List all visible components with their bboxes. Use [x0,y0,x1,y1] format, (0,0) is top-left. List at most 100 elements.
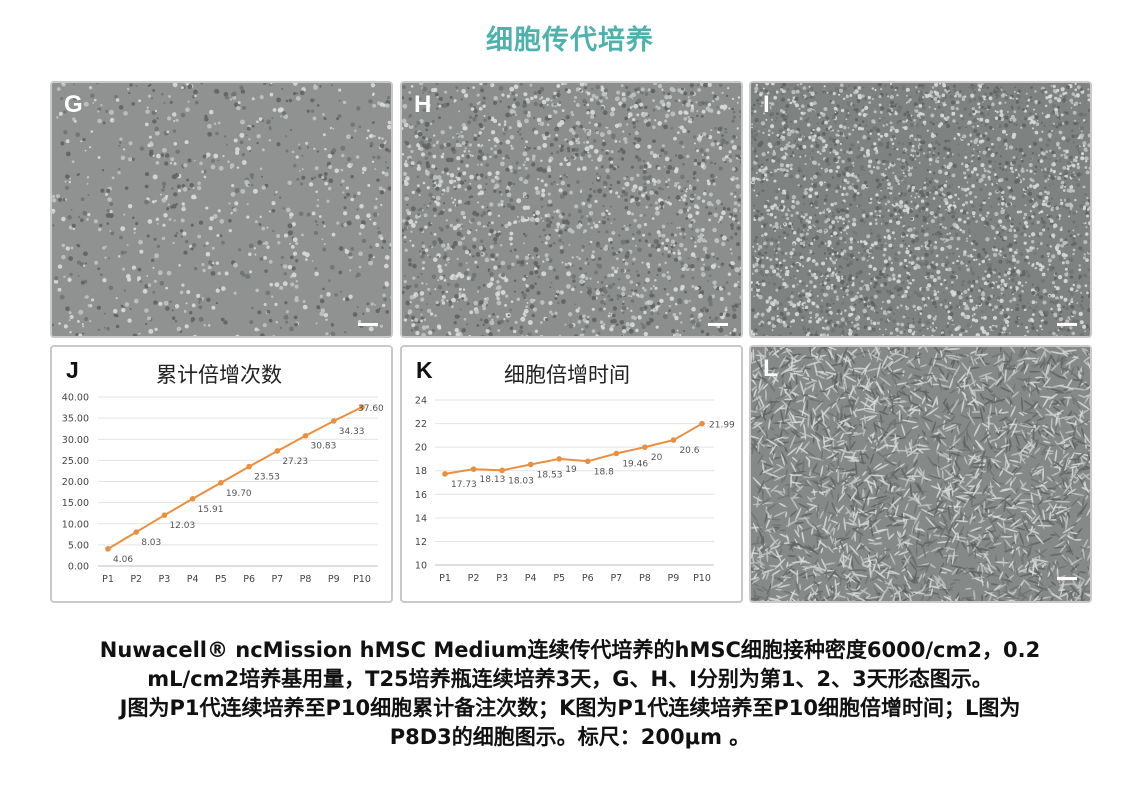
chart-k-ytick-label: 16 [415,490,427,501]
chart-k-data-label: 20 [651,453,663,463]
chart-k-ytick-label: 12 [415,537,427,548]
chart-j-ytick-label: 10.00 [62,519,89,530]
page-title: 细胞传代培养 [486,25,654,56]
chart-k-data-point [556,456,563,462]
cell-texture-i [751,83,1090,336]
chart-j-data-point [133,529,140,535]
chart-k-data-label: 18.8 [594,467,614,477]
micrograph-i: I [749,81,1092,338]
figure-caption: Nuwacell® ncMission hMSC Medium连续传代培养的hM… [30,636,1110,752]
chart-j-xtick-label: P2 [130,574,142,585]
chart-j-data-point [189,495,196,502]
caption-line-1: Nuwacell® ncMission hMSC Medium连续传代培养的hM… [99,638,1041,662]
chart-j-ytick-label: 25.00 [62,456,89,467]
chart-j-xtick-label: P6 [243,574,255,585]
chart-k-data-label: 21.99 [709,421,735,431]
chart-j-title: 累计倍增次数 [156,363,282,387]
chart-k-data-point [613,450,620,457]
chart-k-data-label: 20.6 [679,446,699,456]
chart-j-series-line [107,406,363,550]
panel-label-i: I [763,91,770,118]
chart-j-xtick-label: P1 [102,574,114,585]
chart-j-xtick-label: P5 [215,574,227,585]
chart-k-data-point [470,466,477,472]
chart-k-xtick-label: P1 [439,573,451,584]
chart-j-data-label: 23.53 [254,473,280,483]
chart-k-xtick-label: P9 [668,573,680,584]
chart-j-ytick-label: 20.00 [62,477,89,488]
chart-j-data-point [218,479,224,486]
chart-j-xtick-label: P4 [187,574,199,585]
scale-bar-l [1057,577,1077,580]
panel-label-h: H [414,91,432,118]
chart-j-xtick-label: P3 [159,574,171,585]
chart-j-xtick-label: P10 [353,574,371,585]
chart-k-xtick-label: P7 [610,573,622,584]
chart-j-data-label: 37.60 [358,404,384,414]
chart-k-plot: 10 12 14 16 18 20 22 24 P1 P2 P3 P4 P5 P6 P7 P8 P9 P10 17.… [415,396,735,585]
chart-k-data-label: 19.46 [622,460,648,470]
micrograph-l: L [749,345,1092,603]
chart-k-ytick-label: 24 [415,396,427,407]
chart-k-xtick-label: P5 [553,573,565,584]
chart-k-xtick-label: P10 [693,573,711,584]
chart-k-xtick-label: P3 [496,573,508,584]
caption-line-2: mL/cm2培养基用量，T25培养瓶连续培养3天，G、H、I分别为第1、2、3天… [147,667,993,691]
chart-j-data-point [274,448,281,454]
micrograph-g: G [50,81,393,338]
caption-line-4: P8D3的细胞图示。标尺：200μm 。 [389,725,751,749]
scale-bar-h [708,323,728,326]
chart-j-data-point [302,432,309,439]
caption-line-3: J图为P1代连续培养至P10细胞累计备注次数；K图为P1代连续培养至P10细胞倍… [119,696,1021,720]
chart-j-xtick-label: P9 [328,574,340,585]
scale-bar-g [358,323,378,326]
chart-k-data-point [499,467,505,474]
cell-texture-l [751,347,1090,601]
chart-j-panel-label: J [66,357,79,383]
chart-k-title: 细胞倍增时间 [504,363,630,387]
chart-k-xtick-label: P6 [582,573,594,584]
chart-j-data-point [359,404,365,410]
chart-k-ytick-label: 22 [415,419,427,430]
chart-j-data-point [330,418,337,424]
chart-j-ytick-label: 35.00 [62,414,89,425]
chart-k-data-point [527,461,534,468]
chart-k-data-point [642,444,648,450]
chart-k-ytick-label: 14 [415,513,427,524]
chart-k-data-label: 18.13 [480,475,506,485]
chart-j-data-label: 8.03 [141,538,161,548]
chart-j-xtick-label: P7 [271,574,283,585]
chart-j-data-label: 19.70 [226,489,252,499]
chart-j-data-label: 27.23 [282,457,308,467]
chart-k-ytick-label: 20 [415,443,427,454]
chart-k-series-line [444,422,703,475]
chart-k: 10 12 14 16 18 20 22 24 P1 P2 P3 P4 P5 P6 P7 P8 P9 P10 17.… [400,345,743,603]
chart-k-data-point [670,437,677,443]
chart-j-data-point [105,546,111,552]
cell-texture-g [52,83,391,336]
cell-texture-h [402,83,741,336]
micrograph-h: H [400,81,743,338]
chart-k-data-label: 18.53 [537,470,563,480]
chart-k-ytick-label: 18 [415,466,427,477]
chart-j-data-label: 12.03 [169,521,195,531]
chart-k-data-point [699,420,705,427]
chart-j-ytick-label: 5.00 [68,540,89,551]
chart-k-data-point [442,471,448,477]
chart-j-plot: 0.00 5.00 10.00 15.00 20.00 25.00 30.00 35.00 40… [62,393,384,586]
chart-j-ytick-label: 30.00 [62,435,89,446]
panel-label-g: G [64,91,83,118]
chart-j-data-point [246,463,252,470]
chart-j-xtick-label: P8 [300,574,312,585]
chart-k-data-point [584,458,591,465]
chart-j: 0.00 5.00 10.00 15.00 20.00 25.00 30.00 35.00 40… [50,345,393,603]
chart-j-ytick-label: 0.00 [68,562,89,573]
scale-bar-i [1057,323,1077,326]
chart-k-data-label: 19 [565,465,577,475]
chart-j-data-label: 34.33 [339,427,365,437]
chart-j-ytick-label: 40.00 [62,393,89,404]
panel-label-l: L [763,355,778,382]
chart-j-data-point [161,512,168,518]
chart-j-data-label: 30.83 [311,442,337,452]
chart-k-xtick-label: P8 [639,573,651,584]
